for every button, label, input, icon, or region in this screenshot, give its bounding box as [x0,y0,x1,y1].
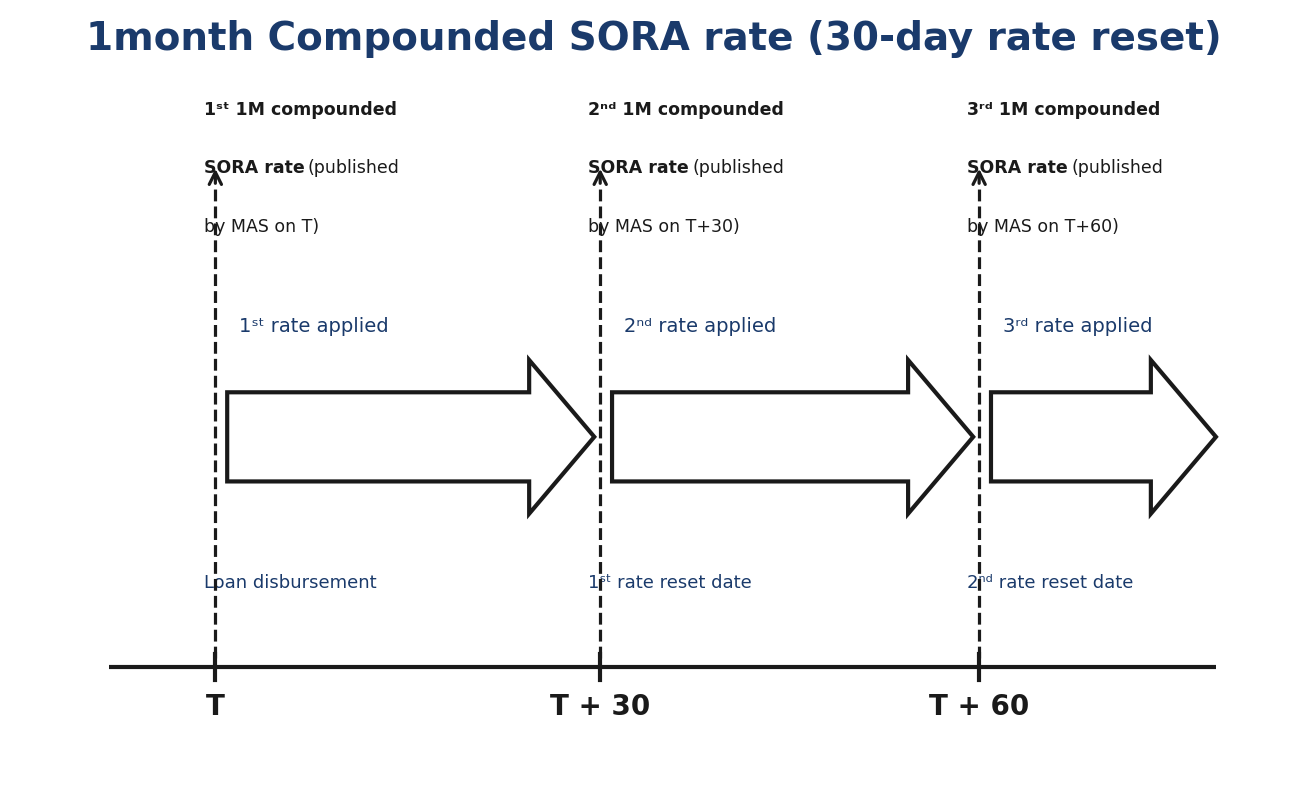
Text: (published: (published [1072,159,1163,177]
Text: SORA rate: SORA rate [967,159,1068,177]
Polygon shape [227,360,595,514]
Polygon shape [612,360,974,514]
Text: 2ⁿᵈ rate reset date: 2ⁿᵈ rate reset date [967,574,1133,592]
Text: 2ⁿᵈ rate applied: 2ⁿᵈ rate applied [623,317,776,336]
Text: Loan disbursement: Loan disbursement [204,574,376,592]
Text: 1ˢᵗ 1M compounded: 1ˢᵗ 1M compounded [204,101,396,119]
Text: SORA rate: SORA rate [204,159,305,177]
Text: (published: (published [307,159,400,177]
Text: T + 30: T + 30 [550,693,651,722]
Text: by MAS on T+30): by MAS on T+30) [588,218,740,235]
Text: 1ˢᵗ rate reset date: 1ˢᵗ rate reset date [588,574,752,592]
Text: (published: (published [693,159,784,177]
Text: 2ⁿᵈ 1M compounded: 2ⁿᵈ 1M compounded [588,101,784,119]
Text: 3ʳᵈ rate applied: 3ʳᵈ rate applied [1002,317,1153,336]
Text: T: T [207,693,225,722]
Text: by MAS on T): by MAS on T) [204,218,319,235]
Text: 3ʳᵈ 1M compounded: 3ʳᵈ 1M compounded [967,101,1161,119]
Text: SORA rate: SORA rate [588,159,689,177]
Polygon shape [991,360,1216,514]
Text: 1ˢᵗ rate applied: 1ˢᵗ rate applied [239,317,388,336]
Text: 1month Compounded SORA rate (30-day rate reset): 1month Compounded SORA rate (30-day rate… [86,20,1221,58]
Text: by MAS on T+60): by MAS on T+60) [967,218,1119,235]
Text: T + 60: T + 60 [929,693,1030,722]
